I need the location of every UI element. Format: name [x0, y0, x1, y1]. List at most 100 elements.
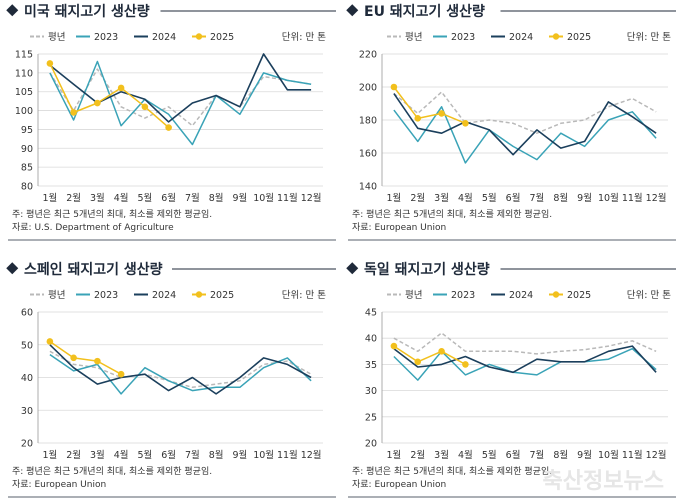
x-tick-label: 11월	[622, 449, 643, 461]
legend-label: 2023	[94, 290, 118, 301]
unit-label: 단위: 만 톤	[282, 31, 326, 43]
x-tick-label: 12월	[301, 192, 322, 204]
x-tick-label: 8월	[553, 449, 568, 461]
legend-label: 2024	[509, 32, 533, 43]
series-line-평년	[49, 350, 312, 389]
series-line-평년	[393, 91, 657, 134]
legend-item: 2024	[491, 32, 533, 43]
legend-item: 2025	[192, 32, 234, 43]
data-point	[70, 354, 77, 362]
y-tick-label: 95	[21, 125, 33, 136]
x-tick-label: 8월	[553, 192, 568, 204]
x-tick-label: 10월	[253, 449, 274, 461]
y-tick-label: 140	[359, 182, 377, 193]
x-tick-label: 9월	[232, 192, 247, 204]
x-tick-label: 11월	[277, 449, 298, 461]
legend-marker	[195, 291, 203, 298]
chart-title: EU 돼지고기 생산량	[364, 3, 485, 20]
data-point	[46, 338, 54, 345]
x-tick-label: 10월	[598, 449, 619, 461]
legend-item: 2024	[134, 290, 176, 301]
series-line-평년	[393, 332, 657, 355]
x-tick-label: 2월	[410, 449, 425, 461]
chart-title: 미국 돼지고기 생산량	[24, 3, 150, 20]
unit-label: 단위: 만 톤	[282, 289, 326, 301]
data-point	[70, 109, 77, 116]
legend-label: 평년	[405, 32, 422, 43]
y-tick-label: 20	[21, 439, 33, 450]
data-point	[438, 348, 445, 355]
x-tick-label: 3월	[90, 192, 105, 204]
x-tick-label: 3월	[434, 449, 449, 461]
x-tick-label: 8월	[209, 192, 224, 204]
title-diamond-icon	[6, 4, 19, 17]
x-tick-label: 5월	[482, 449, 497, 461]
chart-note: 주: 평년은 최근 5개년의 최대, 최소를 제외한 평균임.	[352, 208, 552, 220]
x-tick-label: 5월	[482, 192, 497, 204]
data-point	[94, 99, 101, 107]
chart-source: 자료: U.S. Department of Agriculture	[12, 222, 174, 233]
x-tick-label: 3월	[90, 449, 105, 461]
watermark-text: 축산정보뉴스	[543, 469, 664, 494]
legend-label: 2025	[567, 290, 591, 301]
series-line-2024	[393, 93, 657, 156]
legend-marker	[195, 33, 203, 40]
series-line-2023	[49, 60, 312, 146]
x-tick-label: 7월	[185, 449, 200, 461]
legend-item: 2025	[549, 290, 591, 301]
y-tick-label: 100	[15, 106, 33, 117]
legend-item: 2023	[76, 290, 118, 301]
x-tick-label: 7월	[185, 192, 200, 204]
x-tick-label: 12월	[646, 449, 667, 461]
legend-item: 2023	[433, 32, 475, 43]
legend-item: 평년	[387, 32, 422, 43]
series-line-2024	[393, 345, 657, 374]
x-tick-label: 6월	[161, 449, 176, 461]
x-tick-label: 7월	[530, 449, 545, 461]
data-point	[165, 124, 172, 131]
chart-note: 주: 평년은 최근 5개년의 최대, 최소를 제외한 평균임.	[352, 465, 552, 477]
y-tick-label: 20	[365, 439, 377, 450]
x-tick-label: 4월	[458, 449, 473, 461]
legend-item: 2023	[433, 290, 475, 301]
unit-label: 단위: 만 톤	[627, 289, 671, 301]
y-tick-label: 115	[15, 50, 33, 61]
y-tick-label: 50	[21, 340, 33, 351]
x-tick-label: 1월	[42, 192, 57, 204]
x-tick-label: 2월	[66, 449, 81, 461]
legend-label: 2024	[152, 32, 176, 43]
x-tick-label: 9월	[232, 449, 247, 461]
x-tick-label: 9월	[577, 449, 592, 461]
series-line-2023	[393, 106, 657, 164]
chart-note: 주: 평년은 최근 5개년의 최대, 최소를 제외한 평균임.	[12, 208, 212, 220]
legend-label: 2023	[451, 32, 475, 43]
x-tick-label: 1월	[387, 449, 402, 461]
x-tick-label: 9월	[577, 192, 592, 204]
x-tick-label: 12월	[646, 192, 667, 204]
legend-item: 2025	[192, 290, 234, 301]
x-tick-label: 3월	[434, 192, 449, 204]
y-tick-label: 85	[21, 163, 33, 174]
x-tick-label: 10월	[598, 192, 619, 204]
chart-title: 스페인 돼지고기 생산량	[24, 261, 163, 278]
title-diamond-icon	[346, 4, 359, 17]
x-tick-label: 5월	[137, 192, 152, 204]
y-tick-label: 40	[365, 334, 377, 345]
y-tick-label: 40	[21, 373, 33, 384]
x-tick-label: 4월	[114, 449, 129, 461]
y-tick-label: 110	[15, 68, 33, 79]
legend-label: 평년	[405, 290, 422, 301]
y-tick-label: 220	[359, 50, 377, 61]
x-tick-label: 8월	[209, 449, 224, 461]
chart-source: 자료: European Union	[352, 479, 446, 490]
x-tick-label: 4월	[114, 192, 129, 204]
series-line-2025	[49, 63, 170, 129]
chart-title: 독일 돼지고기 생산량	[364, 261, 490, 278]
legend-marker	[552, 291, 560, 298]
series-line-2023	[393, 347, 657, 381]
title-diamond-icon	[6, 262, 19, 275]
y-tick-label: 160	[359, 149, 377, 160]
